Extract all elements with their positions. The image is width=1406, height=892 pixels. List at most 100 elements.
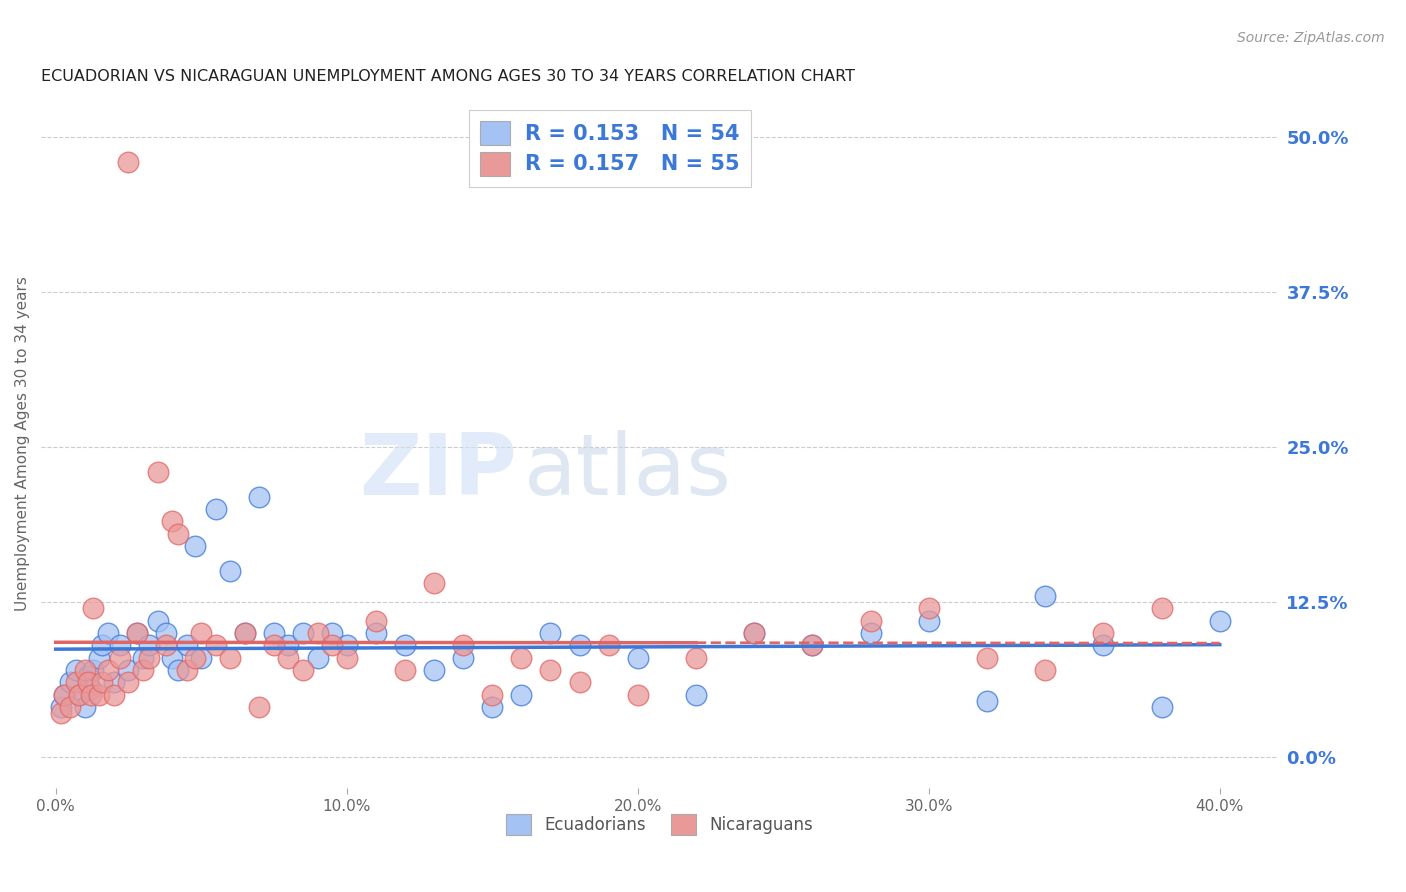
Point [155,626,177,640]
Point [97,626,120,640]
Point [263,638,285,652]
Point [451,650,474,665]
Point [1150,700,1173,714]
Point [1209,614,1232,628]
Point [451,638,474,652]
Point [103,675,125,690]
Point [65,663,87,677]
Point [117,663,139,677]
Point [801,638,824,652]
Point [277,650,299,665]
Point [138,638,160,652]
Point [307,626,329,640]
Point [176,638,198,652]
Point [538,663,561,677]
Point [167,526,190,541]
Point [1033,663,1056,677]
Point [79,681,101,696]
Point [184,539,207,553]
Point [307,650,329,665]
Point [76,675,98,690]
Point [247,490,270,504]
Point [859,614,882,628]
Point [277,638,299,652]
Point [336,638,359,652]
Point [127,626,149,640]
Point [801,638,824,652]
Point [160,514,183,528]
Point [67,688,90,702]
Point [51,706,73,721]
Point [627,688,650,702]
Point [59,700,82,714]
Point [364,614,387,628]
Point [108,638,131,652]
Point [65,675,87,690]
Legend: Ecuadorians, Nicaraguans: Ecuadorians, Nicaraguans [499,808,820,841]
Point [132,650,155,665]
Point [1092,638,1115,652]
Point [219,650,242,665]
Point [1092,626,1115,640]
Point [204,638,226,652]
Point [394,663,416,677]
Point [53,688,76,702]
Point [263,626,285,640]
Point [423,663,446,677]
Point [481,688,503,702]
Point [146,465,169,479]
Y-axis label: Unemployment Among Ages 30 to 34 years: Unemployment Among Ages 30 to 34 years [15,277,30,611]
Point [685,650,707,665]
Point [364,626,387,640]
Point [859,626,882,640]
Point [233,626,256,640]
Point [82,601,104,615]
Text: atlas: atlas [523,430,731,513]
Point [79,688,101,702]
Point [91,675,114,690]
Point [423,576,446,591]
Point [976,650,998,665]
Point [510,650,533,665]
Text: ZIP: ZIP [360,430,517,513]
Point [292,626,315,640]
Point [481,700,503,714]
Point [685,688,707,702]
Point [742,626,765,640]
Point [89,688,111,702]
Point [138,650,160,665]
Point [394,638,416,652]
Point [73,663,96,677]
Point [321,638,343,652]
Point [167,663,190,677]
Point [97,663,120,677]
Point [190,626,212,640]
Point [89,650,111,665]
Point [336,650,359,665]
Point [51,700,73,714]
Point [160,650,183,665]
Point [568,638,591,652]
Point [976,694,998,708]
Point [292,663,315,677]
Point [53,688,76,702]
Point [204,502,226,516]
Point [538,626,561,640]
Point [117,155,139,169]
Point [219,564,242,578]
Point [67,688,90,702]
Point [190,650,212,665]
Point [155,638,177,652]
Point [627,650,650,665]
Point [103,688,125,702]
Point [82,663,104,677]
Point [510,688,533,702]
Point [1150,601,1173,615]
Point [108,650,131,665]
Point [598,638,620,652]
Point [233,626,256,640]
Point [73,700,96,714]
Point [247,700,270,714]
Point [918,601,941,615]
Point [918,614,941,628]
